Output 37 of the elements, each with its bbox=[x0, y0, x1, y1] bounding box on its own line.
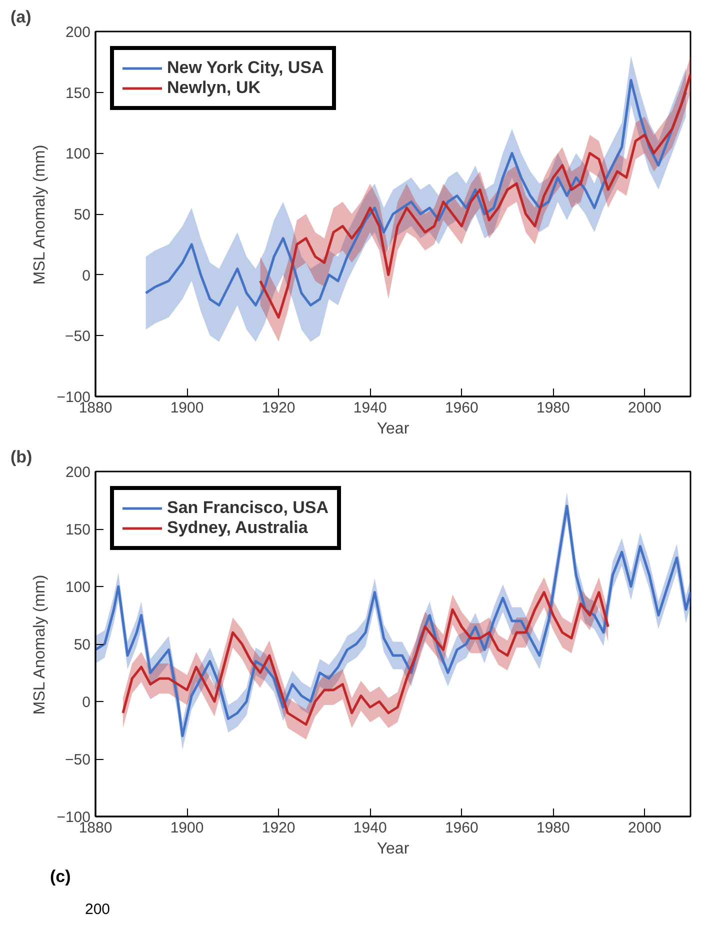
y-axis-title: MSL Anomaly (mm) bbox=[32, 144, 49, 285]
x-tick-label: 1920 bbox=[262, 820, 296, 836]
legend-label: Newlyn, UK bbox=[167, 78, 261, 98]
chart-title: (a) bbox=[10, 8, 32, 26]
x-tick-label: 2000 bbox=[628, 820, 662, 836]
y-tick-label: 100 bbox=[65, 579, 91, 596]
y-tick-label: 150 bbox=[65, 84, 91, 102]
x-tick-label: 1960 bbox=[444, 400, 478, 416]
chart-title: (b) bbox=[10, 448, 32, 466]
y-tick-label: 0 bbox=[82, 694, 90, 711]
legend-label: San Francisco, USA bbox=[167, 498, 329, 518]
y-tick-label: 200 bbox=[65, 464, 91, 481]
y-tick-label: −50 bbox=[65, 328, 91, 346]
x-axis-title: Year bbox=[376, 420, 410, 438]
x-tick-label: 1920 bbox=[262, 400, 296, 416]
x-tick-label: 1940 bbox=[353, 400, 387, 416]
y-axis-title: MSL Anomaly (mm) bbox=[32, 574, 49, 715]
line-series bbox=[144, 78, 688, 306]
x-tick-label: 1960 bbox=[444, 820, 478, 836]
y-tick-label: 100 bbox=[65, 146, 91, 163]
x-tick-label: 1900 bbox=[170, 400, 204, 416]
x-tick-label: 1900 bbox=[170, 820, 204, 836]
y-tick-label: 150 bbox=[65, 522, 91, 538]
legend-label: New York City, USA bbox=[167, 58, 324, 78]
legend-label: Sydney, Australia bbox=[167, 518, 308, 538]
x-tick-label: 1980 bbox=[536, 400, 570, 416]
y-tick-label: 50 bbox=[74, 636, 91, 654]
x-tick-label: 2000 bbox=[628, 400, 662, 416]
x-tick-label: 1940 bbox=[353, 820, 387, 836]
y-tick-label: 50 bbox=[74, 206, 91, 224]
text: (c) bbox=[50, 866, 72, 888]
y-tick-label: 200 bbox=[65, 24, 91, 41]
x-axis-title: Year bbox=[376, 840, 410, 858]
x-tick-label: 1980 bbox=[536, 820, 570, 836]
y-tick-label: 0 bbox=[82, 267, 90, 284]
y-tick-label: −50 bbox=[65, 752, 91, 768]
line-series bbox=[122, 591, 610, 726]
